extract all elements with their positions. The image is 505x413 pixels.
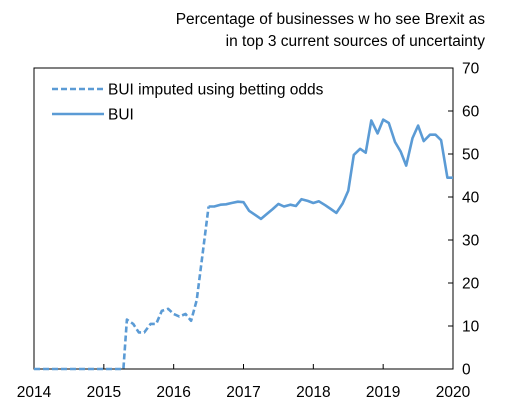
series-line-bui-imputed: [34, 206, 210, 371]
x-tick-label: 2016: [156, 384, 190, 401]
x-tick-label: 2017: [226, 384, 260, 401]
legend-label: BUI: [108, 107, 134, 124]
legend-label: BUI imputed using betting odds: [108, 82, 324, 99]
x-tick-label: 2019: [366, 384, 400, 401]
x-tick-label: 2020: [436, 384, 471, 401]
x-tick-label: 2015: [87, 384, 121, 401]
y-tick-label: 10: [462, 319, 480, 336]
y-tick-label: 60: [462, 104, 480, 121]
y-tick-label: 20: [462, 276, 480, 293]
y-tick-label: 70: [462, 61, 480, 78]
x-tick-label: 2018: [296, 384, 330, 401]
y-tick-label: 40: [462, 190, 480, 207]
series-line-bui: [208, 118, 453, 221]
y-tick-label: 30: [462, 233, 480, 250]
x-tick-label: 2014: [17, 384, 52, 401]
y-axis-title-line-1: Percentage of businesses w ho see Brexit…: [175, 11, 485, 28]
y-axis-title-line-2: in top 3 current sources of uncertainty: [225, 33, 485, 50]
y-tick-label: 0: [462, 362, 471, 379]
y-tick-label: 50: [462, 147, 480, 164]
